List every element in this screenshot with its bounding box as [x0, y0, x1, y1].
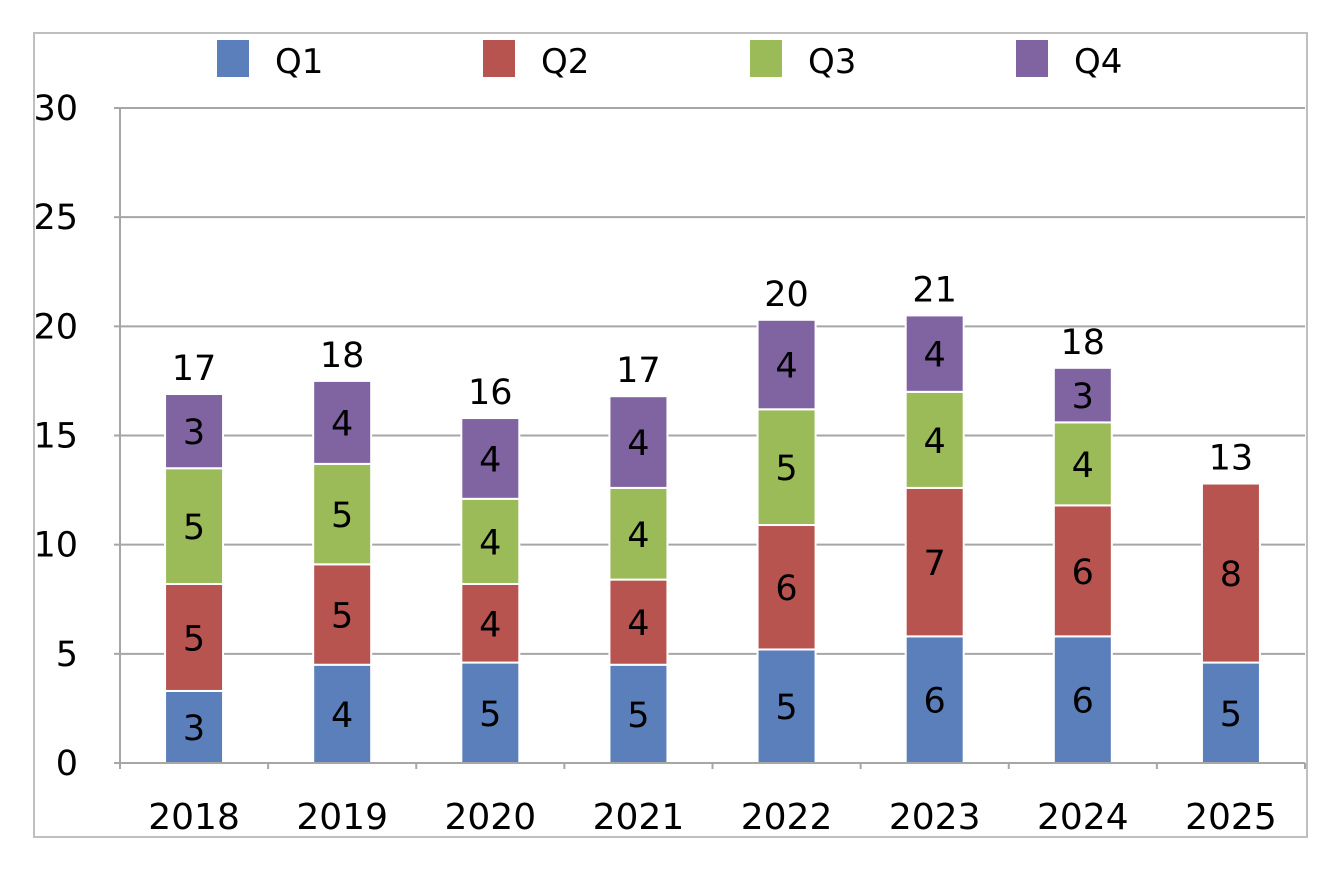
bar-segment-q2 [460, 582, 521, 664]
legend-swatch-q4 [1016, 40, 1048, 77]
data-label: 5 [479, 695, 501, 735]
total-label: 17 [172, 349, 217, 389]
data-label: 4 [479, 523, 501, 563]
bar-segment-q3 [312, 462, 373, 566]
bar-segment-q2 [312, 563, 373, 666]
data-label: 3 [183, 709, 205, 749]
total-label: 18 [320, 336, 365, 376]
data-label: 4 [479, 440, 501, 480]
data-label: 6 [775, 569, 797, 609]
data-label: 5 [775, 449, 797, 489]
data-label: 4 [924, 336, 946, 376]
y-tick-label: 20 [33, 307, 78, 347]
bar-segment-q1 [1200, 661, 1261, 764]
data-label: 6 [1072, 553, 1094, 593]
data-label: 4 [627, 604, 649, 644]
bar-segment-q1 [1052, 635, 1113, 764]
data-label: 5 [183, 619, 205, 659]
x-tick-label: 2021 [593, 797, 685, 838]
legend-swatch-q3 [750, 40, 782, 77]
legend-label-q1: Q1 [275, 42, 323, 82]
total-label: 20 [764, 275, 809, 315]
data-label: 5 [775, 688, 797, 728]
total-label: 17 [616, 351, 661, 391]
bar-segment-q4 [904, 314, 965, 393]
total-label: 18 [1061, 323, 1106, 363]
bar-segment-q1 [164, 689, 225, 765]
data-label: 4 [331, 404, 353, 444]
x-tick-label: 2018 [148, 797, 240, 838]
bar-segment-q4 [312, 379, 373, 465]
y-tick-label: 10 [33, 526, 78, 566]
bar-segment-q2 [756, 524, 817, 651]
total-label: 13 [1209, 439, 1254, 479]
data-label: 4 [331, 696, 353, 736]
data-label: 4 [775, 347, 797, 387]
data-label: 5 [627, 696, 649, 736]
data-label: 4 [627, 424, 649, 464]
data-label: 4 [1072, 446, 1094, 486]
data-label: 8 [1220, 555, 1242, 595]
data-label: 6 [924, 682, 946, 722]
y-tick-label: 15 [33, 417, 78, 457]
data-label: 3 [183, 413, 205, 453]
data-label: 3 [1072, 377, 1094, 417]
bar-segment-q4 [756, 318, 817, 411]
data-label: 6 [1072, 682, 1094, 722]
bar-segment-q2 [904, 486, 965, 638]
x-tick-label: 2019 [296, 797, 388, 838]
y-tick-label: 5 [56, 635, 78, 675]
data-label: 5 [1220, 695, 1242, 735]
y-tick-label: 30 [33, 89, 78, 129]
x-tick-label: 2025 [1185, 797, 1277, 838]
legend-swatch-q2 [483, 40, 515, 77]
bar-segment-q1 [312, 663, 373, 764]
legend-label-q3: Q3 [808, 42, 856, 82]
bar-segment-q2 [164, 582, 225, 692]
bar-segment-q4 [164, 393, 225, 470]
legend-swatch-q1 [217, 40, 249, 77]
x-tick-label: 2022 [741, 797, 833, 838]
data-label: 5 [331, 597, 353, 637]
data-label: 7 [924, 544, 946, 584]
legend-label-q4: Q4 [1074, 42, 1122, 82]
bar-segment-q4 [608, 395, 669, 489]
x-tick-label: 2024 [1037, 797, 1129, 838]
y-tick-label: 0 [56, 744, 78, 784]
bar-segment-q2 [1200, 482, 1261, 664]
bar-segment-q1 [904, 635, 965, 764]
legend-label-q2: Q2 [541, 42, 589, 82]
bar-segment-q2 [608, 578, 669, 666]
total-label: 16 [468, 373, 513, 413]
total-label: 21 [912, 270, 957, 310]
data-label: 5 [331, 496, 353, 536]
x-tick-label: 2020 [445, 797, 537, 838]
bar-segment-q3 [608, 486, 669, 581]
bar-segment-q4 [460, 417, 521, 500]
y-tick-label: 25 [33, 198, 78, 238]
bar-segment-q1 [608, 663, 669, 764]
data-label: 5 [183, 508, 205, 548]
bar-segment-q1 [460, 661, 521, 764]
data-label: 4 [479, 605, 501, 645]
bar-segment-q4 [1052, 366, 1113, 424]
data-label: 4 [627, 516, 649, 556]
x-tick-label: 2023 [889, 797, 981, 838]
data-label: 4 [924, 422, 946, 462]
